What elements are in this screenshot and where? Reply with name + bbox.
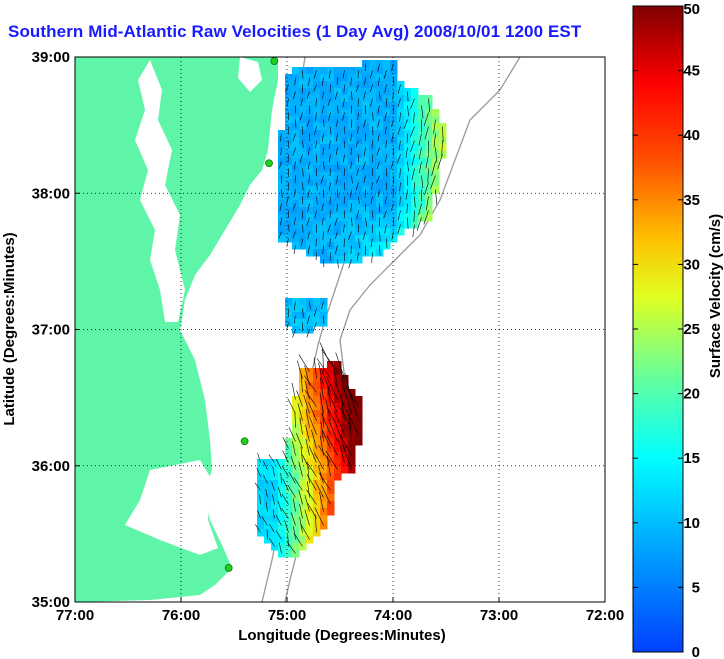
colorbar-tick-label: 0 [692,644,700,659]
colorbar-tick-label: 45 [683,63,700,80]
map-grid [75,57,605,602]
x-tick-label: 74:00 [374,607,412,624]
y-tick-label: 38:00 [32,185,70,202]
radar-station-marker [265,159,273,168]
y-tick-label: 35:00 [32,594,70,611]
colorbar-tick-label: 5 [692,579,700,596]
colorbar-tick-label: 10 [683,515,700,532]
x-tick-label: 77:00 [56,607,94,624]
colorbar-label: Surface Velocity (cm/s) [707,214,724,378]
x-axis-label: Longitude (Degrees:Minutes) [238,627,446,644]
colorbar-tick-label: 30 [683,256,700,273]
x-tick-label: 72:00 [586,607,624,624]
colorbar-tick-label: 25 [683,321,700,338]
x-tick-label: 76:00 [162,607,200,624]
y-tick-label: 37:00 [32,322,70,339]
chesapeake-bay [135,60,185,322]
delaware-bay [238,57,262,92]
pamlico-sound [125,460,218,555]
radar-stations [224,57,279,572]
radar-station-marker [270,57,279,65]
colorbar [632,5,684,653]
y-tick-label: 36:00 [32,458,70,475]
y-axis-label: Latitude (Degrees:Minutes) [1,232,18,425]
radar-station-marker [224,564,233,572]
x-tick-label: 75:00 [268,607,306,624]
x-axis-ticks: 77:00 76:00 75:00 74:00 73:00 72:00 [56,597,624,624]
colorbar-tick-label: 50 [683,1,700,18]
map-title: Southern Mid-Atlantic Raw Velocities (1 … [8,22,582,41]
colorbar-tick-label: 40 [683,127,700,144]
radar-station-marker [240,437,249,446]
velocity-vectors [254,63,444,554]
y-axis-ticks: 35:00 36:00 37:00 38:00 39:00 [32,49,80,611]
colorbar-tick-label: 20 [683,386,700,403]
colorbar-tick-label: 35 [683,192,700,209]
y-tick-label: 39:00 [32,49,70,66]
colorbar-tick-label: 15 [683,450,700,467]
colorbar-ticks: 0 5 10 15 20 25 30 35 40 45 50 [633,1,700,659]
x-tick-label: 73:00 [480,607,518,624]
